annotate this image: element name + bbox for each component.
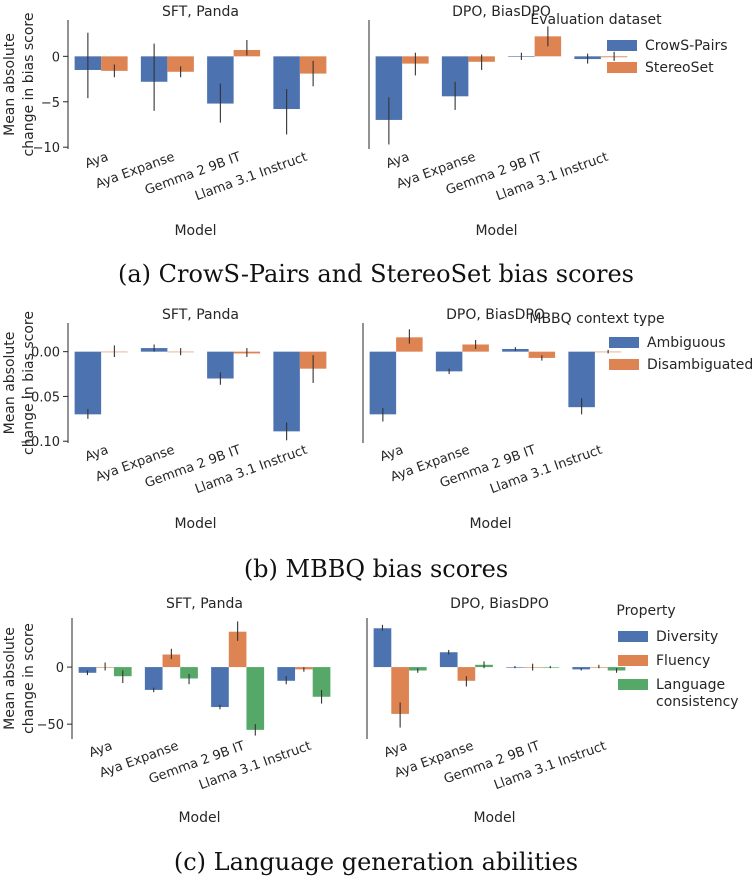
bar-diversity bbox=[144, 667, 163, 690]
bar-ambiguous bbox=[435, 351, 463, 372]
subplot-title: SFT, Panda bbox=[166, 596, 243, 612]
bar-fluency bbox=[391, 667, 409, 714]
subplot-title: SFT, Panda bbox=[162, 307, 239, 323]
x-tick-label: Aya bbox=[83, 150, 110, 172]
bar-ambiguous bbox=[568, 351, 595, 408]
bar-stereoset bbox=[101, 56, 128, 71]
bar-diversity bbox=[211, 667, 229, 708]
x-tick-label: Aya bbox=[384, 150, 411, 172]
subplot-title: SFT, Panda bbox=[162, 4, 239, 20]
legend: Property Diversity Fluency Language consiste… bbox=[616, 603, 738, 710]
bar-disambiguated bbox=[528, 351, 556, 358]
bar-ambiguous bbox=[369, 351, 397, 415]
legend-swatch bbox=[618, 679, 648, 690]
subplot-title: DPO, BiasDPO bbox=[450, 596, 549, 612]
legend: MBBQ context type Ambiguous Disambiguated bbox=[529, 311, 753, 373]
subplot-title: DPO, BiasDPO bbox=[446, 307, 545, 323]
x-axis-label: Model bbox=[473, 810, 515, 826]
legend-swatch bbox=[607, 62, 637, 73]
legend-title: Evaluation dataset bbox=[530, 12, 662, 28]
x-axis-label: Model bbox=[174, 516, 216, 532]
bar-ambiguous bbox=[74, 351, 102, 415]
x-tick-label: Llama 3.1 Instruct bbox=[492, 739, 608, 794]
legend-swatch bbox=[609, 337, 639, 348]
legend-swatch bbox=[618, 655, 648, 666]
x-tick-label: Llama 3.1 Instruct bbox=[193, 150, 309, 205]
y-tick-label: 0 bbox=[56, 661, 64, 676]
bar-fluency bbox=[457, 667, 476, 681]
panel-caption: (a) CrowS-Pairs and StereoSet bias score… bbox=[118, 260, 634, 288]
x-tick-label: Llama 3.1 Instruct bbox=[197, 739, 313, 794]
bar-diversity bbox=[373, 628, 392, 668]
bar-ambiguous bbox=[273, 351, 300, 432]
x-tick-label: Llama 3.1 Instruct bbox=[494, 150, 610, 205]
y-axis-label: change in score bbox=[21, 623, 37, 734]
y-axis-label: change in bias score bbox=[21, 311, 37, 455]
legend-label: StereoSet bbox=[645, 60, 714, 76]
bar-diversity bbox=[277, 667, 296, 681]
legend-swatch bbox=[618, 631, 648, 642]
y-axis-label: change in bias score bbox=[21, 13, 37, 157]
x-tick-label: Aya bbox=[83, 443, 110, 465]
bar-fluency bbox=[162, 654, 181, 668]
legend-swatch bbox=[609, 359, 639, 370]
y-tick-label: 0 bbox=[52, 50, 60, 65]
x-tick-label: Llama 3.1 Instruct bbox=[193, 443, 309, 498]
y-axis-label: Mean absolute bbox=[2, 33, 18, 136]
legend: Evaluation dataset CrowS-Pairs StereoSet bbox=[530, 12, 727, 76]
y-tick-label: −0.05 bbox=[20, 390, 60, 405]
bar-stereoset bbox=[167, 56, 194, 72]
y-axis-label: Mean absolute bbox=[2, 627, 18, 730]
x-axis-label: Model bbox=[178, 810, 220, 826]
y-tick-label: −50 bbox=[37, 718, 64, 733]
y-tick-label: −5 bbox=[41, 96, 60, 111]
panel-caption: (c) Language generation abilities bbox=[174, 848, 578, 876]
legend-swatch bbox=[607, 40, 637, 51]
bar-diversity bbox=[439, 652, 458, 668]
y-tick-label: 0.00 bbox=[31, 346, 60, 361]
x-axis-label: Model bbox=[174, 223, 216, 239]
bar-disambiguated bbox=[396, 337, 423, 352]
y-axis-label: Mean absolute bbox=[2, 332, 18, 435]
bar-language-consistency bbox=[180, 667, 198, 679]
x-axis-label: Model bbox=[475, 223, 517, 239]
x-axis-label: Model bbox=[469, 516, 511, 532]
x-tick-label: Llama 3.1 Instruct bbox=[488, 443, 604, 498]
x-tick-label: Aya bbox=[382, 739, 409, 761]
y-tick-label: −0.10 bbox=[20, 435, 60, 450]
legend-label: Fluency bbox=[656, 653, 710, 669]
legend-title: Property bbox=[616, 603, 675, 619]
legend-label: CrowS-Pairs bbox=[645, 38, 728, 54]
legend-title: MBBQ context type bbox=[529, 311, 664, 327]
legend-label: Diversity bbox=[656, 629, 718, 645]
legend-label: Language consistency bbox=[656, 677, 739, 710]
x-tick-label: Aya bbox=[87, 739, 114, 761]
bar-language-consistency bbox=[312, 667, 331, 697]
bar-language-consistency bbox=[246, 667, 265, 730]
y-tick-label: −10 bbox=[33, 141, 60, 156]
legend-label: Ambiguous bbox=[647, 335, 725, 351]
legend-label: Disambiguated bbox=[647, 357, 753, 373]
subplot-title: DPO, BiasDPO bbox=[452, 4, 551, 20]
bar-fluency bbox=[228, 631, 247, 668]
x-tick-label: Aya bbox=[378, 443, 405, 465]
panel-caption: (b) MBBQ bias scores bbox=[244, 555, 508, 583]
bar-diversity bbox=[78, 667, 97, 673]
